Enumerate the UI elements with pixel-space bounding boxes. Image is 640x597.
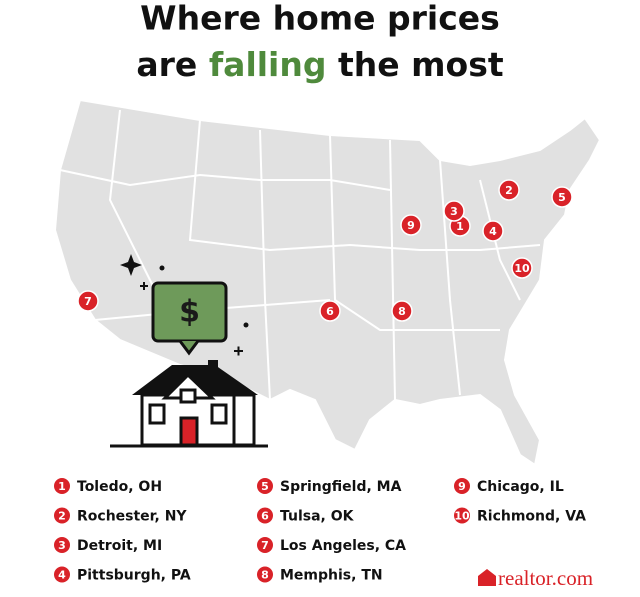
legend-dot bbox=[454, 478, 470, 494]
title-line1: Where home prices bbox=[140, 0, 500, 38]
marker-number: 8 bbox=[398, 305, 406, 318]
marker-dot bbox=[551, 186, 573, 208]
legend-city: Detroit, MI bbox=[77, 538, 162, 554]
legend-dot bbox=[257, 507, 273, 524]
marker-number: 6 bbox=[326, 305, 334, 318]
legend-city: Tulsa, OK bbox=[280, 509, 355, 525]
legend-city: Chicago, IL bbox=[477, 479, 564, 495]
legend-city: Toledo, OH bbox=[77, 479, 162, 495]
legend-city: Richmond, VA bbox=[477, 509, 586, 525]
marker-number: 1 bbox=[456, 220, 464, 233]
marker-number: 7 bbox=[84, 295, 92, 308]
window bbox=[148, 403, 166, 425]
marker-number: 3 bbox=[450, 205, 458, 218]
legend-number: 7 bbox=[261, 539, 269, 552]
legend-number: 2 bbox=[58, 510, 66, 523]
brand-name: realtor.com bbox=[498, 566, 593, 590]
legend: 1 Toledo, OH 2 Rochester, NY 3 Detroit, MI 4 Pi… bbox=[54, 478, 586, 584]
city-markers: 1 2 3 4 5 6 7 8 9 10 bbox=[77, 179, 573, 322]
us-map bbox=[53, 98, 602, 467]
marker-dot bbox=[391, 300, 413, 322]
door bbox=[179, 416, 199, 447]
legend-number: 10 bbox=[454, 510, 470, 523]
legend-number: 9 bbox=[458, 480, 466, 493]
legend-dot bbox=[257, 566, 273, 583]
title-part: the most bbox=[338, 45, 504, 84]
dot bbox=[243, 322, 249, 328]
brand: realtor.com bbox=[478, 566, 593, 590]
marker-dot bbox=[77, 290, 99, 312]
legend-number: 4 bbox=[58, 569, 66, 582]
window bbox=[210, 403, 228, 425]
brand-icon bbox=[478, 569, 496, 586]
legend-number: 6 bbox=[261, 510, 269, 523]
title-highlight: falling bbox=[209, 45, 327, 84]
title-line2: are falling the most bbox=[136, 45, 503, 84]
legend-city: Rochester, NY bbox=[77, 509, 187, 525]
legend-dot bbox=[54, 537, 70, 553]
legend-city: Los Angeles, CA bbox=[280, 538, 406, 554]
title-part: are bbox=[136, 45, 197, 84]
state-lines bbox=[59, 109, 541, 401]
legend-dot bbox=[454, 507, 470, 524]
marker-dot bbox=[319, 300, 341, 322]
marker-dot bbox=[443, 200, 465, 222]
sparkle bbox=[140, 282, 148, 290]
marker-dot bbox=[400, 214, 422, 236]
legend-number: 5 bbox=[261, 480, 269, 493]
legend-number: 8 bbox=[261, 569, 269, 582]
legend-city: Pittsburgh, PA bbox=[77, 568, 191, 584]
marker-number: 9 bbox=[407, 219, 415, 232]
us-outline bbox=[53, 98, 602, 467]
marker-number: 5 bbox=[558, 191, 566, 204]
legend-dot bbox=[54, 478, 70, 494]
marker-dot bbox=[498, 179, 520, 201]
marker-dot bbox=[511, 257, 533, 279]
marker-number: 4 bbox=[489, 225, 497, 238]
sparkle bbox=[234, 346, 243, 356]
legend-city: Memphis, TN bbox=[280, 568, 383, 584]
dollar-sign: $ bbox=[179, 295, 200, 330]
house-illustration: $ bbox=[110, 254, 268, 448]
legend-city: Springfield, MA bbox=[280, 479, 402, 495]
bubble-tail bbox=[178, 340, 200, 356]
marker-number: 2 bbox=[505, 184, 513, 197]
window bbox=[179, 388, 197, 404]
sparkle bbox=[120, 254, 142, 276]
legend-dot bbox=[257, 478, 273, 494]
legend-number: 1 bbox=[58, 480, 66, 493]
house-side bbox=[232, 393, 256, 447]
marker-dot bbox=[482, 220, 504, 242]
marker-number: 10 bbox=[514, 262, 530, 275]
legend-number: 3 bbox=[58, 539, 66, 552]
dot bbox=[159, 265, 165, 271]
legend-dot bbox=[54, 507, 70, 524]
legend-dot bbox=[257, 537, 273, 553]
legend-dot bbox=[54, 566, 70, 583]
